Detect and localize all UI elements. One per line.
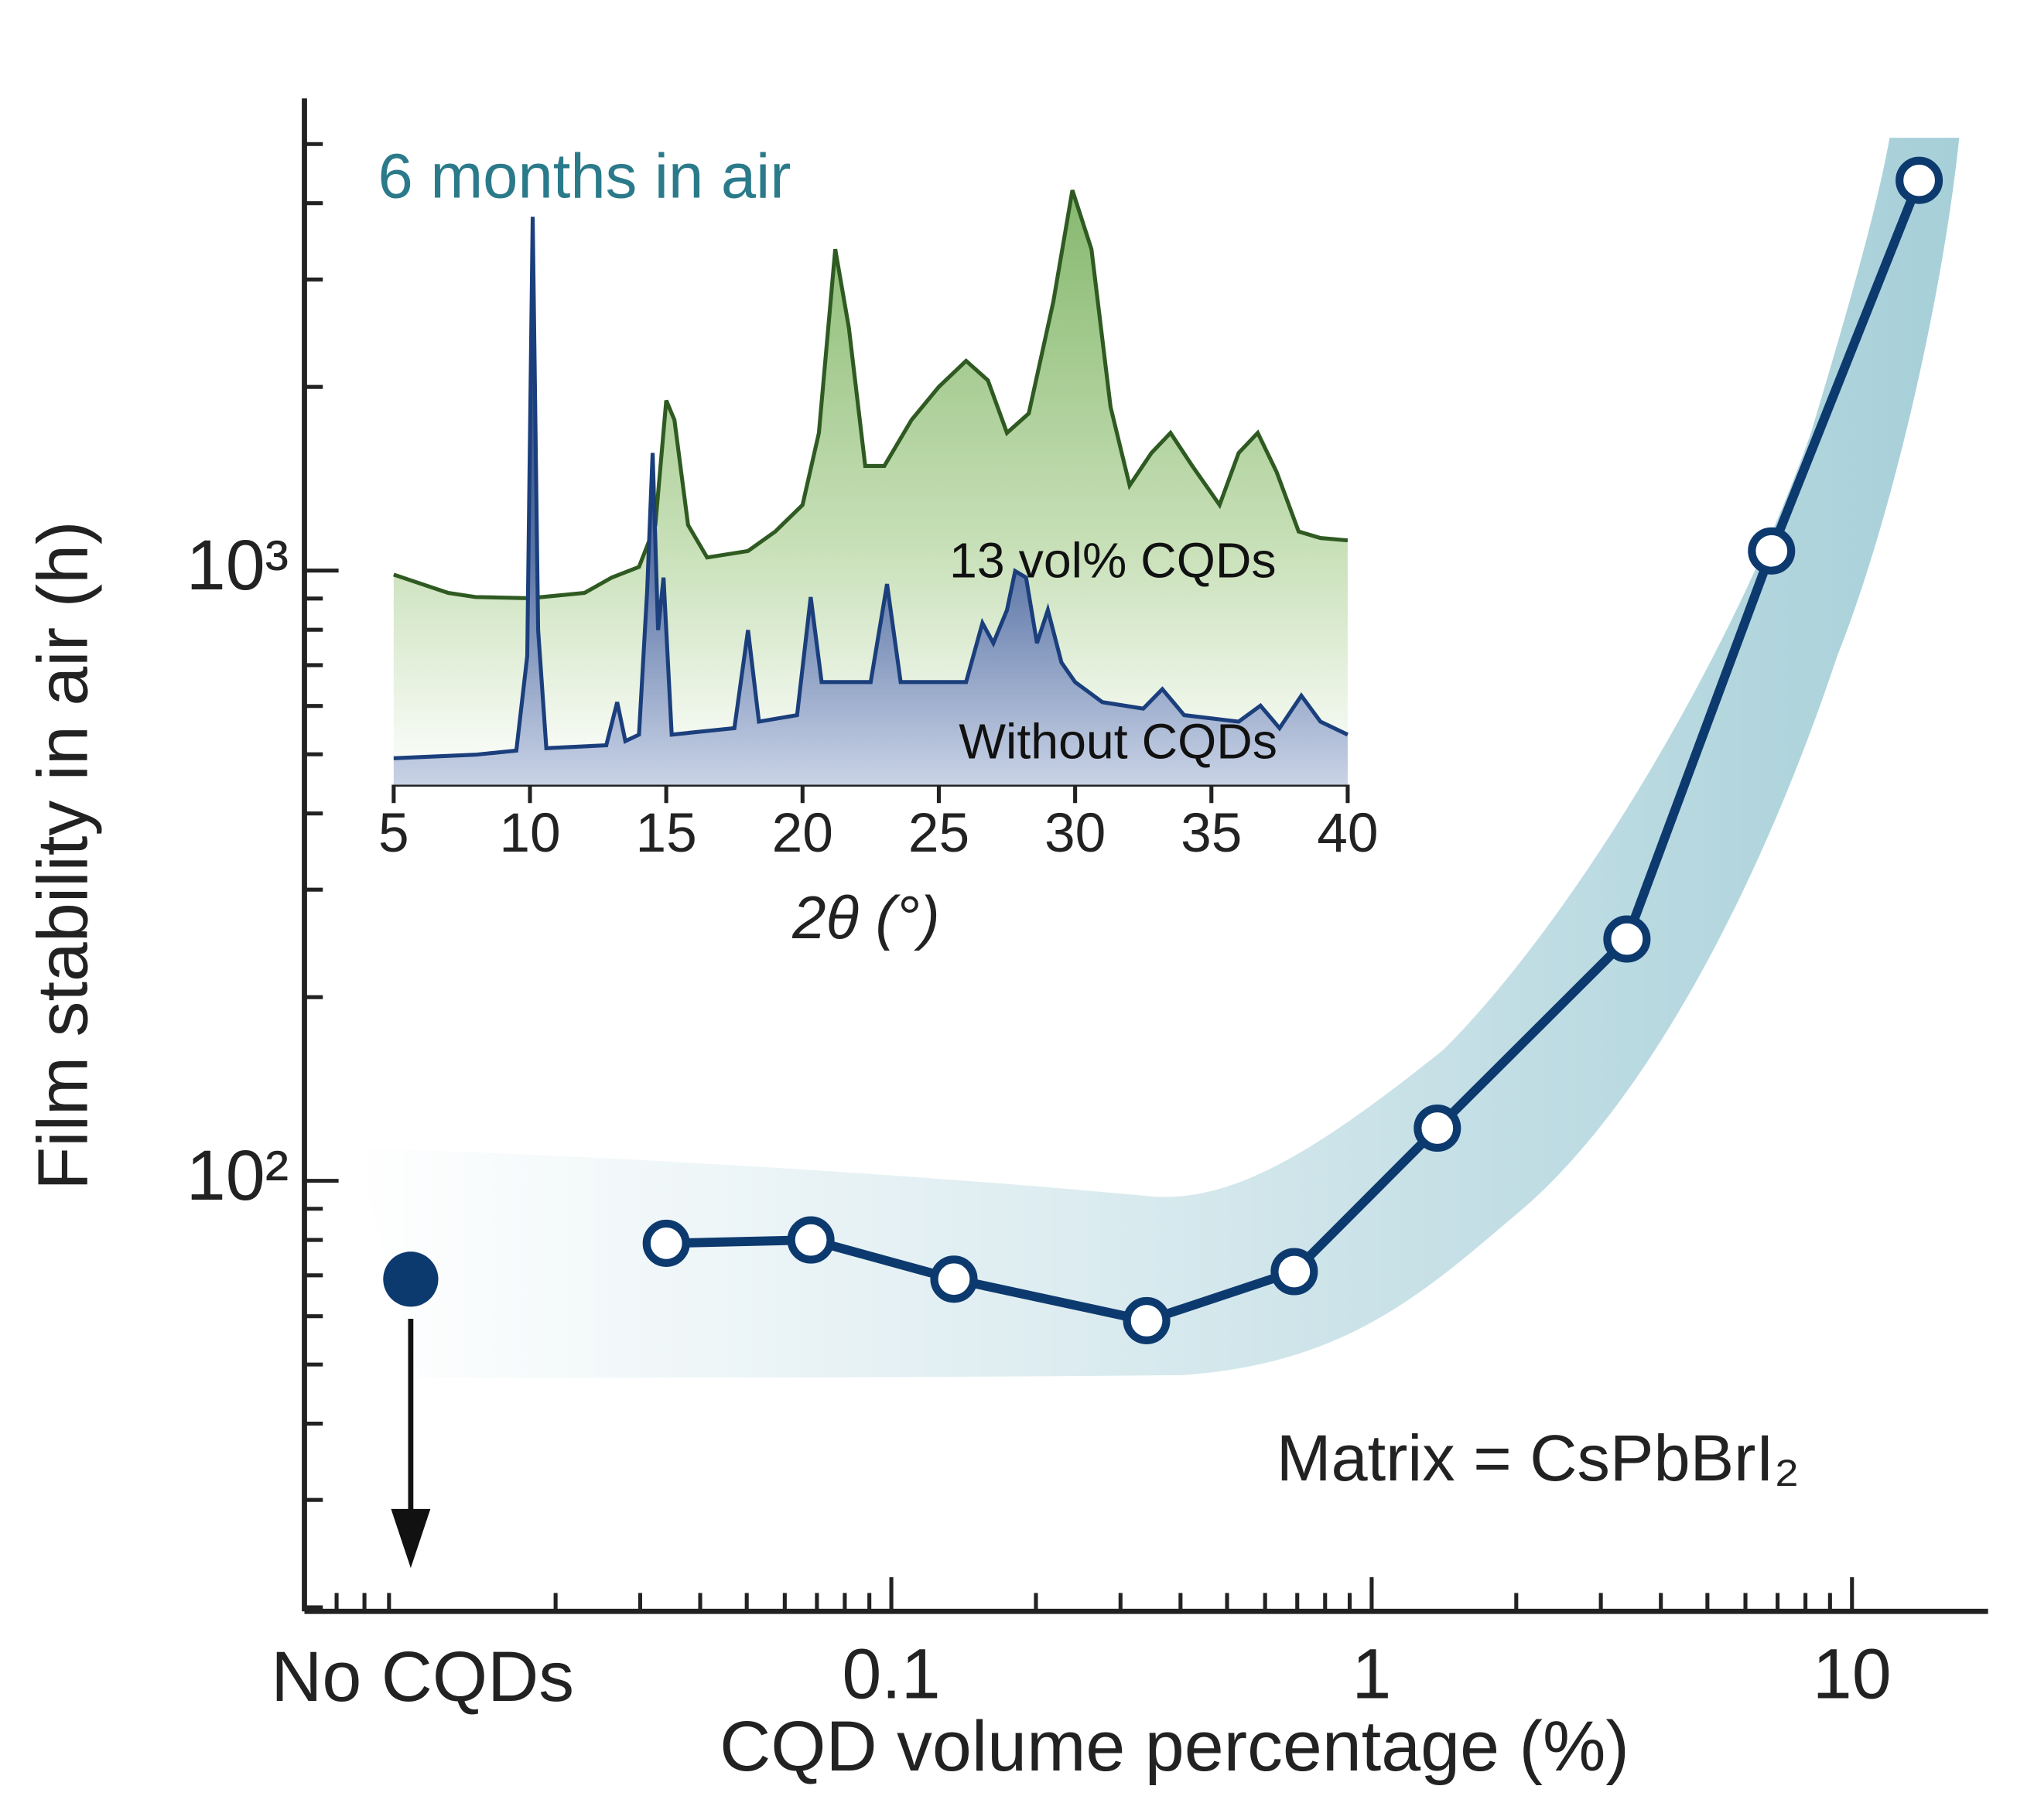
area-fill bbox=[393, 217, 1348, 785]
data-point bbox=[642, 1219, 690, 1267]
data-point bbox=[1123, 1296, 1171, 1344]
data-point bbox=[787, 1216, 835, 1264]
series-label: 13 vol% CQDs bbox=[949, 533, 1277, 589]
y-tick-label: 10² bbox=[186, 1136, 289, 1215]
inset-title: 6 months in air bbox=[378, 142, 791, 212]
data-point bbox=[1270, 1248, 1318, 1296]
inset-x-axis-label: 2θ (°) bbox=[791, 883, 940, 951]
no-cqd-point bbox=[383, 1251, 439, 1307]
annotation: Matrix = CsPbBrI₂ bbox=[1277, 1421, 1800, 1494]
data-point bbox=[1603, 915, 1651, 963]
series-label: Without CQDs bbox=[959, 714, 1277, 770]
inset-x-tick-label: 25 bbox=[908, 803, 969, 864]
data-point bbox=[1414, 1104, 1461, 1152]
data-point bbox=[1748, 527, 1796, 575]
inset-x-tick-label: 40 bbox=[1317, 803, 1378, 864]
inset-x-tick-label: 35 bbox=[1181, 803, 1242, 864]
x-tick-label: 1 bbox=[1352, 1635, 1391, 1714]
area-fill bbox=[393, 190, 1348, 785]
y-axis-label: Film stability in air (h) bbox=[23, 521, 102, 1190]
arrow-head bbox=[391, 1508, 431, 1569]
inset-x-tick-label: 30 bbox=[1044, 803, 1106, 864]
area-line bbox=[393, 217, 1349, 760]
x-tick-label: 0.1 bbox=[842, 1635, 940, 1714]
y-tick-label: 10³ bbox=[186, 526, 289, 605]
trend-band bbox=[354, 138, 1960, 1378]
inset-x-tick-label: 5 bbox=[378, 803, 409, 864]
inset-x-tick-label: 10 bbox=[499, 803, 560, 864]
data-point bbox=[930, 1255, 978, 1303]
data-point bbox=[1896, 156, 1943, 204]
inset-x-tick-label: 20 bbox=[772, 803, 833, 864]
inset-x-tick-label: 15 bbox=[636, 803, 697, 864]
no-cqd-label: No CQDs bbox=[271, 1637, 574, 1716]
x-tick-label: 10 bbox=[1813, 1635, 1892, 1714]
x-axis-label: CQD volume percentage (%) bbox=[720, 1707, 1629, 1786]
